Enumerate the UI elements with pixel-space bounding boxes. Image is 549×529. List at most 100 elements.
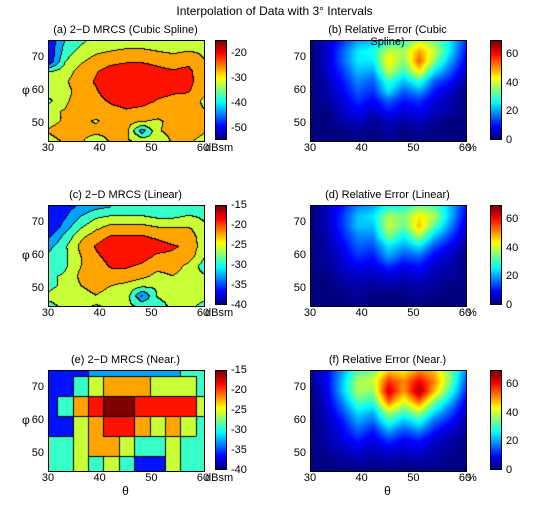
ytick: 60 — [294, 84, 306, 96]
xtick: 30 — [42, 472, 54, 484]
colorbar-tick: -25 — [231, 239, 247, 251]
colorbar-canvas — [490, 370, 502, 470]
xtick: 40 — [94, 472, 106, 484]
unit-label: % — [467, 472, 477, 484]
colorbar-tick: 0 — [506, 299, 512, 311]
colorbar-d: 0204060 — [490, 205, 502, 305]
xtick: 30 — [304, 307, 316, 319]
colorbar-c: -40-35-30-25-20-15 — [215, 205, 227, 305]
xlabel: θ — [122, 484, 129, 498]
colorbar-tick: -30 — [231, 72, 247, 84]
heatmap-f — [310, 370, 467, 472]
ytick: 70 — [32, 381, 44, 393]
ytick: 60 — [32, 84, 44, 96]
heatmap-b — [310, 40, 467, 142]
xtick: 50 — [145, 472, 157, 484]
xtick: 50 — [407, 472, 419, 484]
panel-title-a: (a) 2−D MRCS (Cubic Spline) — [48, 24, 203, 36]
colorbar-tick: -20 — [231, 219, 247, 231]
xtick: 30 — [304, 472, 316, 484]
ytick: 70 — [32, 51, 44, 63]
unit-label: dBsm — [205, 472, 233, 484]
colorbar-tick: 20 — [506, 105, 518, 117]
ytick: 50 — [294, 447, 306, 459]
ytick: 50 — [32, 447, 44, 459]
colorbar-f: 0204060 — [490, 370, 502, 470]
colorbar-tick: -35 — [231, 279, 247, 291]
xtick: 40 — [356, 472, 368, 484]
colorbar-canvas — [490, 205, 502, 305]
colorbar-tick: -40 — [231, 299, 247, 311]
xtick: 30 — [42, 307, 54, 319]
ytick: 60 — [294, 249, 306, 261]
colorbar-canvas — [215, 370, 227, 470]
colorbar-tick: -30 — [231, 259, 247, 271]
unit-label: dBsm — [205, 142, 233, 154]
panel-title-f: (f) Relative Error (Near.) — [310, 354, 465, 366]
ytick: 70 — [32, 216, 44, 228]
colorbar-tick: 60 — [506, 48, 518, 60]
colorbar-tick: 60 — [506, 213, 518, 225]
xtick: 50 — [407, 307, 419, 319]
ytick: 60 — [32, 249, 44, 261]
ytick: 50 — [294, 117, 306, 129]
unit-label: % — [467, 142, 477, 154]
colorbar-tick: -30 — [231, 424, 247, 436]
xtick: 30 — [304, 142, 316, 154]
colorbar-tick: -20 — [231, 384, 247, 396]
colorbar-tick: 0 — [506, 464, 512, 476]
colorbar-tick: -50 — [231, 122, 247, 134]
colorbar-tick: 40 — [506, 242, 518, 254]
ytick: 70 — [294, 51, 306, 63]
panel-title-b: (b) Relative Error (Cubic Spline) — [310, 24, 465, 48]
ytick: 70 — [294, 216, 306, 228]
heatmap-a — [48, 40, 205, 142]
heatmap-e — [48, 370, 205, 472]
xlabel: θ — [384, 484, 391, 498]
ytick: 70 — [294, 381, 306, 393]
colorbar-tick: -25 — [231, 404, 247, 416]
ytick: 50 — [32, 282, 44, 294]
unit-label: % — [467, 307, 477, 319]
colorbar-b: 0204060 — [490, 40, 502, 140]
panel-title-c: (c) 2−D MRCS (Linear) — [48, 189, 203, 201]
colorbar-tick: -20 — [231, 47, 247, 59]
figure-title: Interpolation of Data with 3° Intervals — [0, 4, 549, 18]
xtick: 40 — [94, 307, 106, 319]
colorbar-canvas — [215, 205, 227, 305]
colorbar-tick: 20 — [506, 270, 518, 282]
ytick: 60 — [294, 414, 306, 426]
panel-c: (c) 2−D MRCS (Linear)φ50607030405060dBsm… — [48, 205, 203, 305]
panel-b: (b) Relative Error (Cubic Spline)5060703… — [310, 40, 465, 140]
ytick: 60 — [32, 414, 44, 426]
panel-a: (a) 2−D MRCS (Cubic Spline)φ506070304050… — [48, 40, 203, 140]
ylabel: φ — [22, 413, 30, 427]
panel-d: (d) Relative Error (Linear)5060703040506… — [310, 205, 465, 305]
colorbar-tick: -15 — [231, 199, 247, 211]
ytick: 50 — [32, 117, 44, 129]
heatmap-d — [310, 205, 467, 307]
panel-e: (e) 2−D MRCS (Near.)φ50607030405060θdBsm… — [48, 370, 203, 470]
xtick: 50 — [407, 142, 419, 154]
colorbar-tick: -40 — [231, 464, 247, 476]
colorbar-tick: 40 — [506, 407, 518, 419]
colorbar-a: -50-40-30-20 — [215, 40, 227, 140]
ylabel: φ — [22, 248, 30, 262]
xtick: 40 — [356, 307, 368, 319]
colorbar-tick: -15 — [231, 364, 247, 376]
colorbar-tick: -40 — [231, 97, 247, 109]
colorbar-e: -40-35-30-25-20-15 — [215, 370, 227, 470]
panel-title-e: (e) 2−D MRCS (Near.) — [48, 354, 203, 366]
colorbar-canvas — [215, 40, 227, 140]
xtick: 50 — [145, 307, 157, 319]
panel-f: (f) Relative Error (Near.)50607030405060… — [310, 370, 465, 470]
colorbar-tick: 20 — [506, 435, 518, 447]
colorbar-tick: 40 — [506, 77, 518, 89]
panel-title-d: (d) Relative Error (Linear) — [310, 189, 465, 201]
xtick: 50 — [145, 142, 157, 154]
ytick: 50 — [294, 282, 306, 294]
colorbar-tick: -35 — [231, 444, 247, 456]
xtick: 30 — [42, 142, 54, 154]
figure: Interpolation of Data with 3° Intervals … — [0, 0, 549, 529]
heatmap-c — [48, 205, 205, 307]
